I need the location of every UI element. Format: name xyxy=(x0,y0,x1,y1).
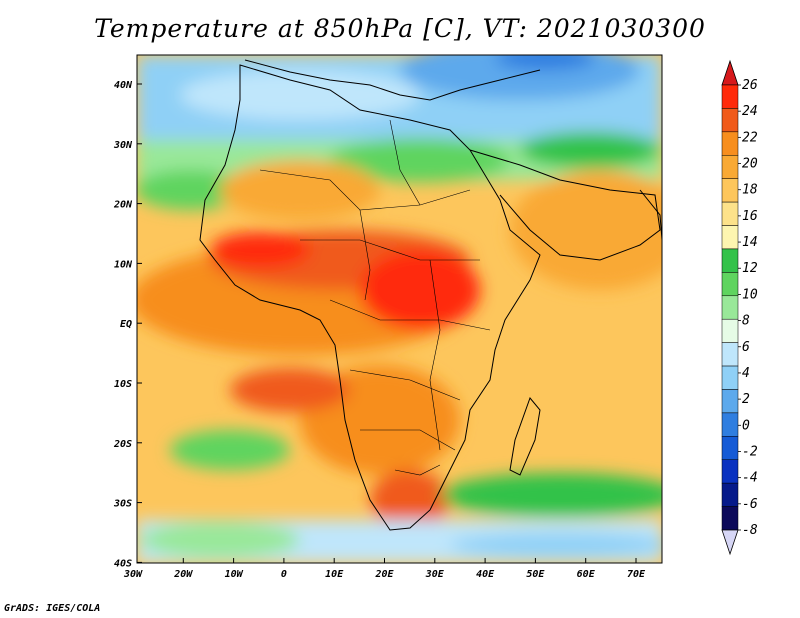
colorbar-swatch xyxy=(721,342,739,367)
lat-tick-label: 20S xyxy=(113,439,132,450)
colorbar-label: 16 xyxy=(742,209,758,224)
colorbar-swatch xyxy=(721,178,739,203)
lon-tick-label: 0 xyxy=(281,569,287,580)
lon-tick-label: 30W xyxy=(123,569,143,580)
colorbar-label: 26 xyxy=(742,78,758,93)
colorbar-swatch xyxy=(721,248,739,273)
lon-tick-label: 30E xyxy=(425,569,445,580)
colorbar-label: 12 xyxy=(742,261,758,276)
lat-tick-label: 30N xyxy=(113,140,133,151)
colorbar-label: 20 xyxy=(742,157,758,172)
colorbar-label: -8 xyxy=(742,523,758,538)
lat-tick-label: 10S xyxy=(114,379,132,390)
axis-ticks xyxy=(137,83,637,563)
plot-frame xyxy=(136,54,663,564)
lat-tick-label: 10N xyxy=(114,259,133,270)
map-title: Temperature at 850hPa [C], VT: 202103030… xyxy=(94,14,706,43)
colorbar-swatch xyxy=(721,412,739,437)
colorbar-swatch xyxy=(721,201,739,226)
colorbar-label: 22 xyxy=(742,130,758,145)
lon-tick-label: 20E xyxy=(374,569,394,580)
lat-tick-label: EQ xyxy=(120,319,132,330)
colorbar-swatch xyxy=(721,506,739,531)
colorbar-swatch xyxy=(721,436,739,460)
lon-tick-label: 60E xyxy=(577,569,596,580)
lat-tick-label: 20N xyxy=(113,200,133,211)
lon-tick-label: 40E xyxy=(476,569,495,580)
colorbar-label: 4 xyxy=(742,366,750,381)
colorbar-label: 8 xyxy=(742,314,750,329)
colorbar-swatch xyxy=(721,318,739,343)
latitude-labels: 40N 30N 20N 10N EQ 10S 20S 30S 40S xyxy=(113,80,133,569)
colorbar-over-arrow xyxy=(721,59,739,86)
footer-credit: GrADS: IGES/COLA xyxy=(4,603,101,614)
lon-tick-label: 20W xyxy=(173,569,193,580)
colorbar-swatch xyxy=(721,108,739,133)
colorbar-label: 2 xyxy=(742,392,750,407)
colorbar-swatch xyxy=(721,272,739,297)
colorbar-label: -4 xyxy=(742,471,758,486)
colorbar-label: 6 xyxy=(742,340,750,355)
colorbar-swatch xyxy=(721,459,739,484)
colorbar-swatch xyxy=(721,365,739,390)
lon-tick-label: 50E xyxy=(526,569,545,580)
colorbar-swatch xyxy=(721,389,739,414)
colorbar-label: 0 xyxy=(742,418,750,433)
colorbar-label: -2 xyxy=(742,445,758,460)
colorbar-swatch xyxy=(721,84,739,109)
lon-tick-label: 10W xyxy=(225,569,244,580)
colorbar-label: 18 xyxy=(742,183,758,198)
colorbar-swatch xyxy=(721,225,739,250)
colorbar-label: -6 xyxy=(742,497,758,512)
colorbar-label: 10 xyxy=(742,287,758,302)
lat-tick-label: 30S xyxy=(113,499,132,510)
colorbar-swatch xyxy=(721,482,739,507)
colorbar-under-arrow xyxy=(721,529,739,556)
colorbar-swatch xyxy=(721,131,739,156)
lat-tick-label: 40S xyxy=(114,558,132,569)
colorbar-swatch xyxy=(721,155,739,179)
lat-tick-label: 40N xyxy=(114,80,133,91)
colorbar-swatch xyxy=(721,295,739,320)
longitude-labels: 30W 20W 10W 0 10E 20E 30E 40E 50E 60E 70E xyxy=(123,569,646,580)
colorbar-label: 24 xyxy=(742,104,758,119)
lon-tick-label: 10E xyxy=(325,569,344,580)
colorbar-label: 14 xyxy=(742,235,758,250)
lon-tick-label: 70E xyxy=(627,569,646,580)
temperature-field xyxy=(137,55,662,563)
